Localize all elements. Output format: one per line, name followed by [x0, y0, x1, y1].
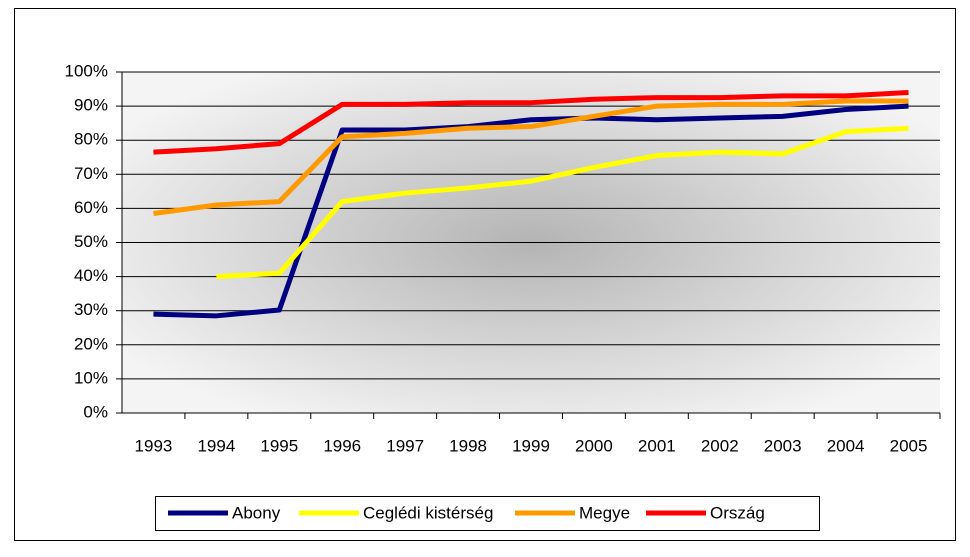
- series-line: [153, 98, 909, 216]
- series-line: [153, 89, 909, 155]
- x-tick-label: 1998: [449, 436, 487, 455]
- y-tick-label: 80%: [74, 130, 108, 149]
- legend-box: [155, 496, 820, 531]
- legend-label: Abony: [232, 503, 281, 522]
- y-tick-label: 90%: [74, 96, 108, 115]
- legend-label: Megye: [579, 503, 630, 522]
- x-tick-label: 2000: [575, 436, 613, 455]
- y-tick-label: 40%: [74, 266, 108, 285]
- legend-label: Ceglédi kistérség: [363, 503, 493, 522]
- y-tick-label: 70%: [74, 164, 108, 183]
- x-tick-label: 1997: [386, 436, 424, 455]
- x-tick-label: 1996: [323, 436, 361, 455]
- y-tick-label: 0%: [83, 402, 108, 421]
- y-tick-label: 20%: [74, 334, 108, 353]
- y-tick-label: 10%: [74, 368, 108, 387]
- x-tick-label: 2001: [638, 436, 676, 455]
- x-tick-label: 1995: [260, 436, 298, 455]
- y-tick-label: 50%: [74, 232, 108, 251]
- x-tick-label: 1993: [135, 436, 173, 455]
- x-tick-label: 2005: [890, 436, 928, 455]
- x-tick-label: 1994: [197, 436, 235, 455]
- legend-label: Ország: [710, 503, 765, 522]
- series-line: [153, 103, 909, 319]
- y-tick-label: 30%: [74, 300, 108, 319]
- x-tick-label: 2003: [764, 436, 802, 455]
- series-line: [216, 125, 909, 280]
- y-tick-label: 60%: [74, 198, 108, 217]
- x-tick-label: 2002: [701, 436, 739, 455]
- y-tick-label: 100%: [65, 61, 108, 80]
- x-tick-label: 2004: [827, 436, 865, 455]
- x-tick-label: 1999: [512, 436, 550, 455]
